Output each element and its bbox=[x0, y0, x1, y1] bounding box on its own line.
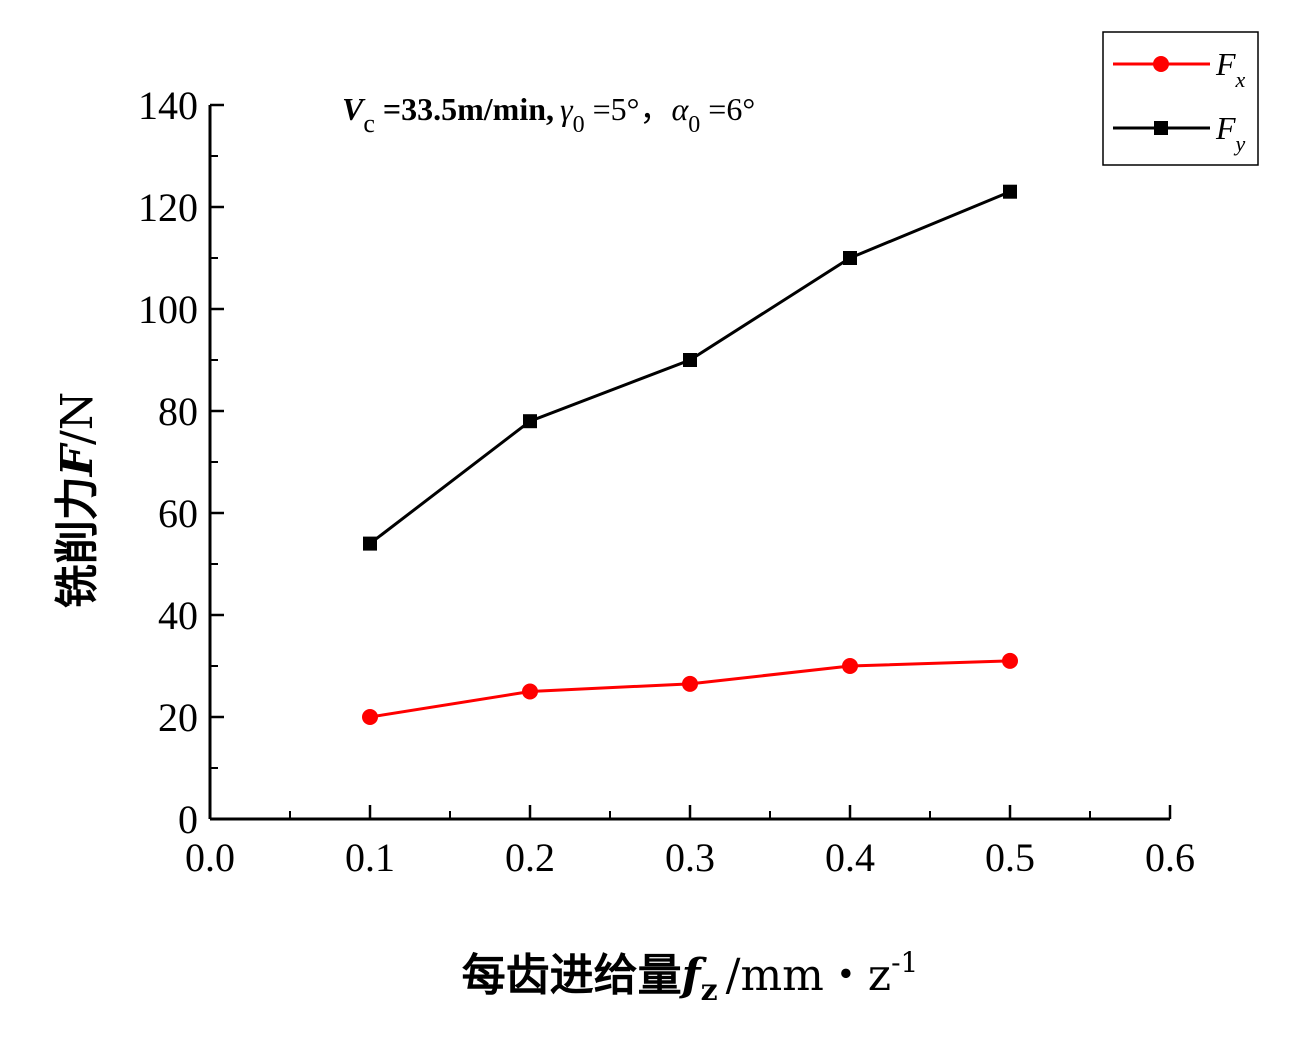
x-axis-title: 每齿进给量fz/mm・z-1 bbox=[462, 946, 919, 1008]
x-tick-label: 0.1 bbox=[345, 835, 395, 880]
legend-marker-fy bbox=[1154, 121, 1168, 135]
y-tick-label: 120 bbox=[138, 185, 198, 230]
x-axis-title-unit: /mm・z bbox=[726, 950, 891, 1001]
y-axis-title-main: 铣削力 bbox=[52, 476, 103, 608]
data-point-fx bbox=[522, 683, 538, 700]
x-axis-title-symbol-sub: z bbox=[701, 973, 718, 1008]
data-point-fx bbox=[682, 675, 698, 692]
y-tick-label: 40 bbox=[158, 593, 198, 638]
legend-box bbox=[1102, 31, 1259, 166]
y-axis-title-symbol: F bbox=[52, 442, 103, 478]
annotation-alpha: α bbox=[671, 91, 689, 127]
x-tick-label: 0.5 bbox=[985, 835, 1035, 880]
data-point-fy bbox=[683, 353, 697, 367]
axes bbox=[208, 105, 1170, 821]
annotation-v-value: =33.5m/min, bbox=[375, 91, 554, 127]
y-tick-label: 100 bbox=[138, 287, 198, 332]
annotation-gamma: γ bbox=[560, 91, 574, 127]
y-axis-title-unit: /N bbox=[52, 392, 103, 445]
data-point-fx bbox=[362, 709, 378, 725]
x-tick-label: 0.3 bbox=[665, 835, 715, 880]
legend-label-fx: Fx bbox=[1215, 46, 1246, 92]
y-tick-label: 140 bbox=[138, 83, 198, 128]
series-line-fy bbox=[369, 190, 1011, 545]
y-axis-title: 铣削力F/N bbox=[52, 392, 103, 609]
legend-label-fy: Fy bbox=[1215, 110, 1246, 156]
series-layer bbox=[362, 184, 1018, 725]
y-tick-label: 20 bbox=[158, 695, 198, 740]
x-tick-label: 0.2 bbox=[505, 835, 555, 880]
x-axis-title-main: 每齿进给量 bbox=[462, 950, 682, 1001]
data-point-fy bbox=[523, 414, 537, 429]
data-point-fy bbox=[363, 536, 377, 551]
annotation-gamma-value: =5° bbox=[585, 91, 640, 127]
y-tick-label: 0 bbox=[178, 797, 198, 842]
legend-label-fy-name: F bbox=[1215, 110, 1236, 146]
data-point-fx bbox=[842, 658, 858, 674]
x-tick-label: 0.0 bbox=[185, 835, 235, 880]
legend: Fx Fy bbox=[1102, 31, 1259, 166]
y-tick-label: 60 bbox=[158, 491, 198, 536]
annotation-v-sub: c bbox=[363, 109, 375, 138]
annotation-alpha-sub: 0 bbox=[688, 112, 700, 138]
legend-marker-fx bbox=[1153, 56, 1169, 72]
annotation-gamma-sub: 0 bbox=[573, 112, 585, 138]
annotation: Vc =33.5m/min, γ0 =5°，α0 =6° bbox=[342, 91, 755, 138]
annotation-alpha-value: =6° bbox=[700, 91, 755, 127]
data-point-fy bbox=[843, 251, 857, 265]
legend-label-fx-name: F bbox=[1215, 46, 1236, 82]
x-axis-title-unit-sup: -1 bbox=[891, 946, 918, 979]
annotation-v: V bbox=[342, 91, 366, 127]
x-tick-label: 0.4 bbox=[825, 835, 875, 880]
y-tick-label: 80 bbox=[158, 389, 198, 434]
legend-label-fy-sub: y bbox=[1234, 131, 1246, 156]
annotation-separator: ， bbox=[639, 91, 671, 127]
legend-label-fx-sub: x bbox=[1235, 67, 1246, 92]
data-point-fx bbox=[1002, 652, 1018, 669]
x-tick-label: 0.6 bbox=[1145, 835, 1195, 880]
ticks: 0.0 0.1 0.2 0.3 0.4 0.5 0.6 0 20 40 60 80 100 120 140 bbox=[138, 83, 1195, 880]
data-point-fy bbox=[1003, 184, 1017, 199]
